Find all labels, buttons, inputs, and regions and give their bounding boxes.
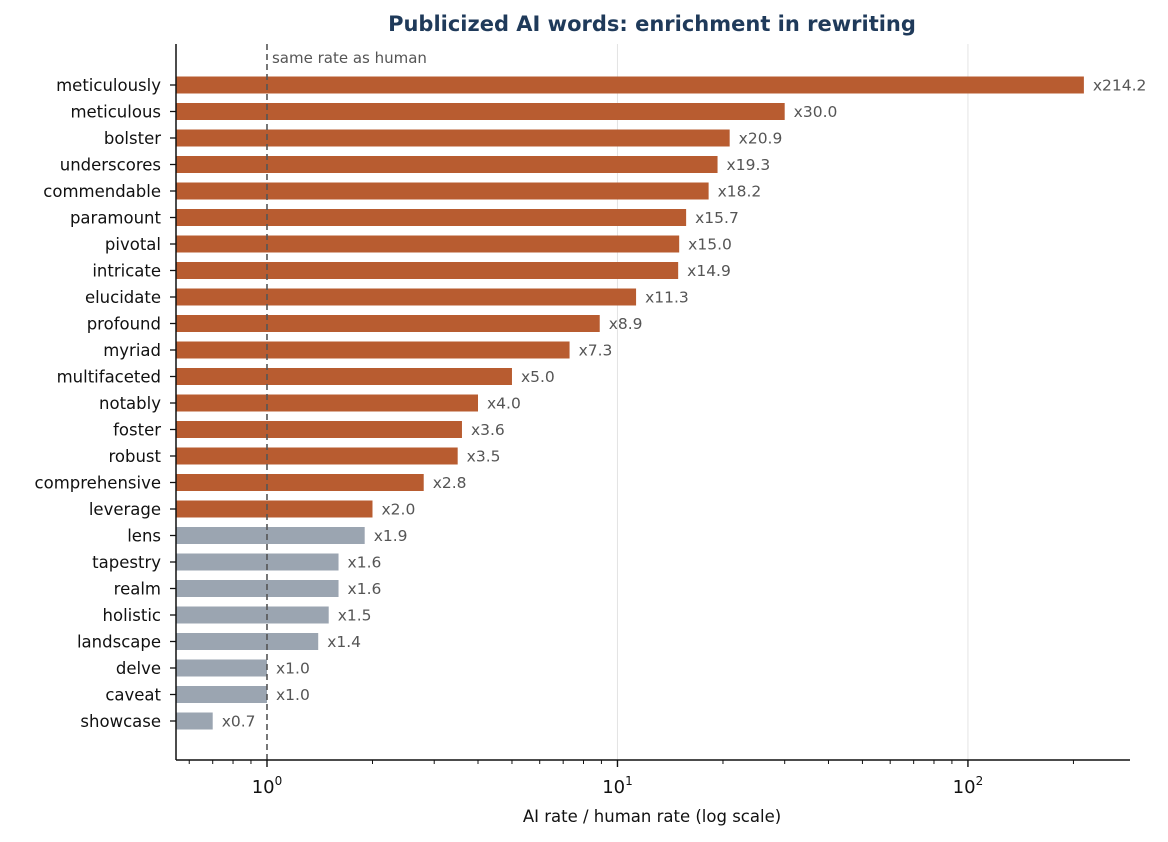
- category-label: delve: [116, 659, 161, 678]
- value-label: x1.0: [276, 686, 310, 704]
- category-label: commendable: [43, 182, 161, 201]
- category-label: myriad: [103, 341, 161, 360]
- category-label: multifaceted: [57, 368, 161, 387]
- category-label: elucidate: [85, 288, 161, 307]
- bar-foster: [176, 421, 462, 438]
- value-label: x1.5: [338, 607, 372, 625]
- value-label: x1.0: [276, 660, 310, 678]
- value-label: x2.0: [381, 501, 415, 519]
- value-label: x3.6: [471, 421, 505, 439]
- bar-elucidate: [176, 288, 637, 306]
- category-labels: meticulously meticulous bolster underscores…: [35, 76, 176, 731]
- bar-underscores: [176, 156, 718, 173]
- category-label: showcase: [80, 712, 161, 731]
- bar-lens: [176, 527, 365, 544]
- value-label: x1.4: [327, 633, 361, 651]
- x-ticks: 100 101 102: [188, 760, 1074, 798]
- bar-holistic: [176, 606, 329, 624]
- bar-multifaceted: [176, 368, 512, 385]
- value-label: x4.0: [487, 395, 521, 413]
- category-label: intricate: [92, 262, 161, 281]
- bar-delve: [176, 659, 267, 677]
- category-label: lens: [127, 527, 161, 546]
- category-label: bolster: [104, 129, 161, 148]
- bar-comprehensive: [176, 474, 424, 491]
- axes: [175, 44, 1130, 761]
- bar-bolster: [176, 129, 730, 147]
- bar-leverage: [176, 500, 373, 518]
- x-tick-label: 100: [252, 774, 283, 798]
- bars: x214.2 x30.0 x20.9 x19.3 x18.2 x15.7 x15.0 x14.…: [176, 76, 1147, 731]
- value-label: x8.9: [609, 315, 643, 333]
- category-label: robust: [108, 447, 161, 466]
- value-label: x30.0: [794, 103, 838, 121]
- bar-meticulous: [176, 103, 785, 120]
- bar-intricate: [176, 262, 679, 279]
- value-label: x0.7: [222, 713, 256, 731]
- category-label: foster: [113, 421, 161, 440]
- value-label: x1.6: [348, 554, 382, 572]
- value-label: x1.6: [348, 580, 382, 598]
- bar-notably: [176, 394, 479, 412]
- category-label: pivotal: [105, 235, 161, 254]
- value-label: x5.0: [521, 368, 555, 386]
- x-tick-label: 101: [602, 774, 633, 798]
- value-label: x11.3: [645, 289, 689, 307]
- category-label: profound: [87, 315, 161, 334]
- category-label: paramount: [70, 209, 162, 228]
- value-label: x7.3: [579, 342, 613, 360]
- category-label: comprehensive: [35, 474, 161, 493]
- value-label: x15.7: [695, 209, 739, 227]
- bar-commendable: [176, 182, 709, 200]
- reference-line-label: same rate as human: [272, 49, 427, 67]
- bar-myriad: [176, 341, 570, 359]
- bar-meticulously: [176, 76, 1084, 94]
- value-label: x19.3: [727, 156, 771, 174]
- value-label: x2.8: [433, 474, 467, 492]
- category-label: meticulous: [70, 103, 161, 122]
- bar-pivotal: [176, 235, 680, 253]
- value-label: x1.9: [374, 527, 408, 545]
- category-label: tapestry: [92, 553, 161, 572]
- category-label: realm: [114, 580, 161, 599]
- value-label: x14.9: [687, 262, 731, 280]
- value-label: x20.9: [739, 130, 783, 148]
- value-label: x214.2: [1093, 77, 1147, 95]
- category-label: landscape: [77, 633, 161, 652]
- bar-caveat: [176, 686, 267, 703]
- category-label: meticulously: [56, 76, 161, 95]
- category-label: leverage: [89, 500, 161, 519]
- gridlines: [616, 44, 969, 760]
- x-tick-label: 102: [953, 774, 984, 798]
- x-axis-title: AI rate / human rate (log scale): [523, 807, 781, 826]
- category-label: caveat: [105, 686, 161, 705]
- value-label: x3.5: [467, 448, 501, 466]
- bar-tapestry: [176, 553, 339, 571]
- value-label: x18.2: [718, 183, 762, 201]
- category-label: notably: [99, 394, 161, 413]
- value-label: x15.0: [688, 236, 732, 254]
- bar-robust: [176, 447, 458, 465]
- bar-realm: [176, 580, 339, 597]
- bar-paramount: [176, 209, 687, 226]
- chart-title: Publicized AI words: enrichment in rewri…: [388, 12, 916, 36]
- category-label: holistic: [103, 606, 161, 625]
- reference-line-group: same rate as human: [266, 44, 427, 760]
- bar-profound: [176, 315, 600, 332]
- bar-showcase: [176, 712, 213, 730]
- bar-landscape: [176, 633, 319, 650]
- category-label: underscores: [60, 156, 161, 175]
